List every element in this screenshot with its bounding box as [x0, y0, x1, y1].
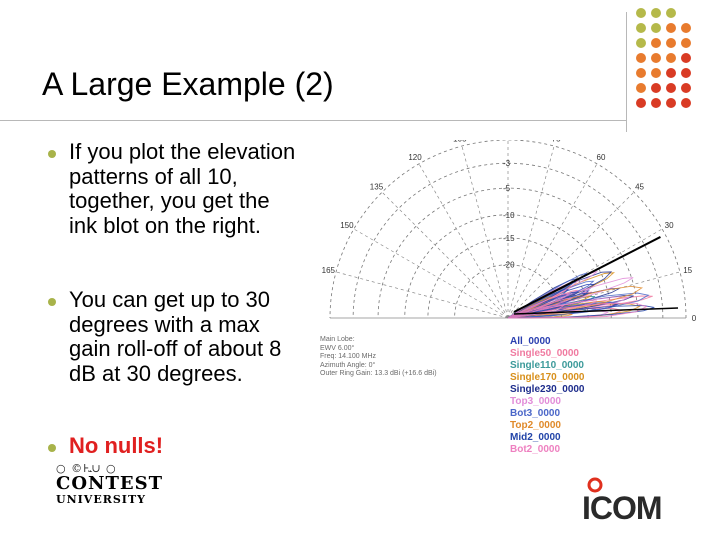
- polar-ring: [377, 187, 639, 319]
- decorative-dot: [636, 98, 646, 108]
- legend-entry: Top2_0000: [510, 420, 561, 431]
- angle-tick-label: 30: [665, 221, 674, 230]
- title-divider: [0, 120, 626, 121]
- decorative-dot: [666, 83, 676, 93]
- icom-dot-icon: [587, 477, 603, 493]
- pattern-lobe: [507, 285, 644, 319]
- angle-tick-label: 150: [340, 221, 354, 230]
- db-tick-label: -3: [503, 159, 511, 168]
- decorative-dot: [651, 83, 661, 93]
- decorative-dot: [636, 23, 646, 33]
- decorative-dot: [636, 8, 646, 18]
- bullet-text: You can get up to 30 degrees with a max …: [69, 287, 282, 386]
- logo-small-text: ○ ©⊦꜡∪ ○: [56, 462, 117, 475]
- polar-spoke: [335, 271, 509, 319]
- logo-main-text: CONTEST: [56, 473, 163, 494]
- legend-entry: Bot2_0000: [510, 444, 561, 455]
- contest-university-logo: ○ ©⊦꜡∪ ○ CONTEST UNIVERSITY: [56, 462, 163, 506]
- polar-spoke: [461, 145, 509, 319]
- decorative-dot: [681, 38, 691, 48]
- bullet-text: If you plot the elevation patterns of al…: [69, 139, 296, 238]
- decorative-dot: [666, 8, 676, 18]
- logo-sub-text: UNIVERSITY: [56, 493, 146, 506]
- decorative-dot: [666, 53, 676, 63]
- polar-ring: [352, 162, 664, 319]
- decorative-dot: [651, 68, 661, 78]
- decorative-dot: [636, 38, 646, 48]
- legend-entry: All_0000: [510, 336, 551, 347]
- legend-entry: Top3_0000: [510, 396, 561, 407]
- db-tick-label: -10: [503, 211, 515, 220]
- decorative-dot: [681, 68, 691, 78]
- polar-spoke: [353, 228, 509, 319]
- db-tick-label: -20: [503, 261, 515, 270]
- decorative-dot: [666, 98, 676, 108]
- angle-tick-label: 15: [683, 266, 692, 275]
- legend-entry: Single110_0000: [510, 360, 584, 371]
- decorative-dot: [681, 83, 691, 93]
- angle-tick-label: 105: [453, 140, 467, 143]
- decorative-dot: [681, 98, 691, 108]
- polar-spoke: [418, 163, 509, 319]
- legend-entry: Single50_0000: [510, 348, 579, 359]
- legend-entry: Single170_0000: [510, 372, 585, 383]
- decorative-dot: [666, 23, 676, 33]
- bullet-emphasis-text: No nulls!: [69, 433, 164, 458]
- pattern-lobe: [507, 288, 655, 319]
- reference-line: [513, 307, 679, 315]
- angle-tick-label: 75: [552, 140, 561, 143]
- decorative-dot: [681, 53, 691, 63]
- pattern-lobe: [507, 279, 648, 319]
- plot-info-line: EWV 6.00°: [320, 344, 355, 352]
- plot-legend: All_0000 Single50_0000 Single110_0000 Singl…: [510, 336, 585, 456]
- angle-tick-label: 60: [597, 153, 606, 162]
- bullet-dot-icon: [48, 444, 56, 452]
- plot-info-line: Azimuth Angle: 0°: [320, 361, 376, 369]
- decorative-dot: [651, 53, 661, 63]
- reference-line: [513, 236, 661, 313]
- angle-tick-label: 120: [408, 153, 422, 162]
- angle-tick-label: 0: [692, 314, 696, 323]
- decorative-dot: [651, 98, 661, 108]
- decorative-dot: [636, 68, 646, 78]
- decorative-dot: [651, 8, 661, 18]
- db-tick-label: -5: [503, 184, 511, 193]
- bullet-dot-icon: [48, 150, 56, 158]
- corner-divider: [626, 12, 627, 132]
- decorative-dot: [636, 53, 646, 63]
- plot-info-line: Freq: 14.100 MHz: [320, 353, 377, 361]
- legend-entry: Single230_0000: [510, 384, 585, 395]
- decorative-dot: [681, 23, 691, 33]
- slide-title: A Large Example (2): [42, 66, 334, 102]
- plot-info-block: Main Lobe: EWV 6.00° Freq: 14.100 MHz Az…: [320, 336, 437, 379]
- decorative-dot: [651, 38, 661, 48]
- plot-info-line: Main Lobe:: [320, 336, 355, 343]
- icom-logo-text: ICOM: [582, 490, 663, 526]
- decorative-dot: [666, 38, 676, 48]
- decorative-dot: [666, 68, 676, 78]
- decorative-dot: [651, 23, 661, 33]
- elevation-pattern-plot: 1059075120601354515030165150-3-5-10-15-2…: [322, 140, 696, 323]
- angle-tick-label: 135: [370, 182, 384, 191]
- bullet-dot-icon: [48, 298, 56, 306]
- pattern-lobe: [507, 270, 634, 319]
- decorative-dot: [636, 83, 646, 93]
- angle-tick-label: 165: [322, 266, 336, 275]
- plot-info-line: Outer Ring Gain: 13.3 dBi (+16.6 dBi): [320, 370, 437, 378]
- angle-tick-label: 45: [635, 182, 644, 191]
- pattern-lobe: [507, 288, 596, 319]
- polar-ring: [329, 140, 687, 319]
- legend-entry: Bot3_0000: [510, 408, 561, 419]
- legend-entry: Mid2_0000: [510, 432, 561, 443]
- polar-spoke: [381, 191, 509, 319]
- db-tick-label: -15: [503, 234, 515, 243]
